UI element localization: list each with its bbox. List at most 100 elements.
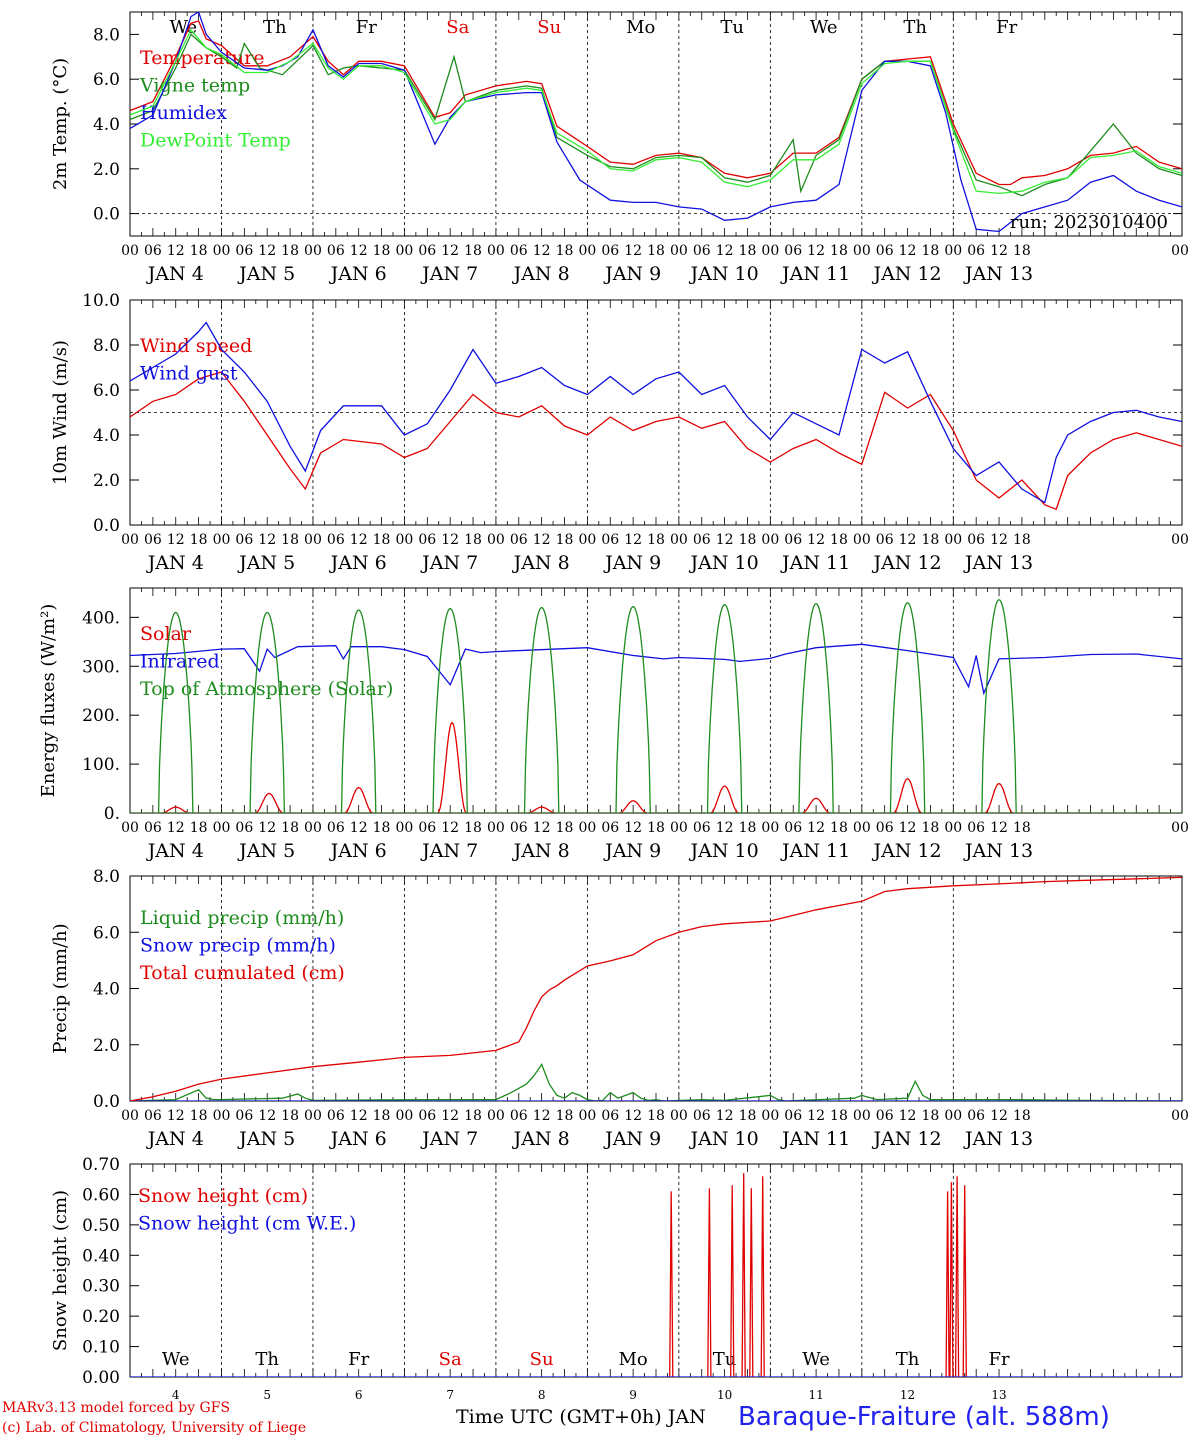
series-line (130, 33, 1182, 197)
y-tick-label: 8.0 (93, 336, 120, 356)
hour-tick-label: 18 (556, 243, 574, 259)
legend-label: Liquid precip (mm/h) (140, 907, 344, 929)
hour-tick-label: 06 (601, 532, 619, 548)
hour-tick-label: 00 (213, 820, 231, 836)
hour-tick-label: 12 (716, 532, 734, 548)
date-label: JAN 7 (420, 263, 478, 285)
hour-tick-label: 06 (967, 532, 985, 548)
station-name: Baraque-Fraiture (alt. 588m) (738, 1402, 1110, 1432)
y-tick-label: 6.0 (93, 923, 120, 943)
y-axis-label: Energy fluxes (W/m²) (38, 604, 59, 798)
y-tick-label: 100. (82, 755, 120, 775)
weekday-label: We (162, 1349, 190, 1370)
hour-tick-label: 18 (739, 243, 757, 259)
hour-tick-label: 00 (396, 820, 414, 836)
date-label: JAN 12 (871, 552, 941, 574)
panel-frame (129, 587, 1183, 814)
hour-tick-label: 00 (853, 1108, 871, 1124)
day-number-label: 5 (263, 1388, 271, 1402)
y-tick-label: 4.0 (93, 426, 120, 446)
hour-tick-label: 06 (967, 243, 985, 259)
hour-tick-label: 12 (167, 243, 185, 259)
hour-tick-label: 00 (304, 243, 322, 259)
hour-tick-label: 18 (281, 1108, 299, 1124)
series-line (130, 12, 1182, 233)
hour-tick-label: 18 (739, 1108, 757, 1124)
weekday-label: Sa (439, 1349, 462, 1370)
weekday-label: We (802, 1349, 830, 1370)
hour-tick-label: 18 (830, 1108, 848, 1124)
hour-tick-label: 12 (350, 820, 368, 836)
date-label: JAN 12 (871, 1128, 941, 1150)
hour-tick-label: 12 (899, 1108, 917, 1124)
y-tick-label: 0.30 (82, 1277, 120, 1297)
date-label: JAN 6 (329, 552, 387, 574)
hour-tick-label: 00 (578, 1108, 596, 1124)
hour-tick-label: 00 (578, 532, 596, 548)
legend-label: Temperature (140, 47, 264, 69)
hour-tick-label: 12 (533, 243, 551, 259)
date-label: JAN 10 (689, 263, 759, 285)
y-tick-label: 0. (104, 804, 120, 824)
hour-tick-label: 00 (487, 820, 505, 836)
y-tick-label: 10.0 (82, 291, 120, 311)
hour-tick-label: 18 (647, 1108, 665, 1124)
hour-tick-label: 12 (533, 820, 551, 836)
hour-tick-label: 12 (990, 243, 1008, 259)
date-label: JAN 8 (512, 552, 570, 574)
hour-tick-label: 12 (716, 243, 734, 259)
series-line (130, 598, 1182, 813)
date-label: JAN 11 (780, 840, 850, 862)
hour-tick-label: 06 (967, 820, 985, 836)
hour-tick-label: 12 (441, 532, 459, 548)
hour-tick-label: 06 (693, 532, 711, 548)
date-label: JAN 10 (689, 552, 759, 574)
date-label: JAN 13 (963, 263, 1033, 285)
hour-tick-label: 18 (464, 820, 482, 836)
weekday-label: We (810, 17, 838, 38)
hour-tick-label: 12 (624, 243, 642, 259)
hour-tick-label: 00 (304, 532, 322, 548)
y-tick-label: 8.0 (93, 867, 120, 887)
series-line (130, 28, 1182, 195)
weekday-label: Fr (356, 17, 377, 38)
hour-tick-label: 00 (944, 243, 962, 259)
hour-tick-label: 00 (761, 820, 779, 836)
date-label: JAN 5 (237, 263, 295, 285)
hour-tick-label: 06 (235, 532, 253, 548)
weekday-label: Th (263, 17, 287, 38)
y-tick-label: 0.00 (82, 1368, 120, 1388)
hour-tick-label: 00 (944, 820, 962, 836)
hour-tick-label: 00 (670, 532, 688, 548)
hour-tick-label: 00 (578, 243, 596, 259)
hour-tick-label: 18 (373, 820, 391, 836)
hour-tick-label: 18 (556, 1108, 574, 1124)
hour-tick-label: 18 (739, 820, 757, 836)
date-label: JAN 7 (420, 552, 478, 574)
hour-tick-label: 12 (624, 1108, 642, 1124)
hour-tick-label: 06 (601, 243, 619, 259)
date-label: JAN 10 (689, 840, 759, 862)
date-label: JAN 11 (780, 1128, 850, 1150)
day-number-label: 11 (808, 1388, 823, 1402)
hour-tick-label: 00 (853, 820, 871, 836)
x-axis-title: Time UTC (GMT+0h) JAN (456, 1406, 706, 1428)
hour-tick-label: 00 (121, 532, 139, 548)
hour-tick-label: 12 (258, 243, 276, 259)
hour-tick-label: 00 (1171, 1108, 1189, 1124)
series-line (130, 721, 1182, 813)
hour-tick-label: 12 (807, 243, 825, 259)
weekday-label: Sa (446, 17, 469, 38)
hour-tick-label: 00 (670, 1108, 688, 1124)
y-tick-label: 0.0 (93, 205, 120, 225)
hour-tick-label: 12 (624, 532, 642, 548)
hour-tick-label: 00 (121, 1108, 139, 1124)
date-label: JAN 4 (146, 840, 204, 862)
model-credit: MARv3.13 model forced by GFS (2, 1400, 231, 1416)
y-tick-label: 0.50 (82, 1216, 120, 1236)
date-label: JAN 13 (963, 1128, 1033, 1150)
hour-tick-label: 06 (876, 243, 894, 259)
hour-tick-label: 00 (396, 532, 414, 548)
hour-tick-label: 06 (510, 1108, 528, 1124)
date-label: JAN 9 (603, 1128, 661, 1150)
